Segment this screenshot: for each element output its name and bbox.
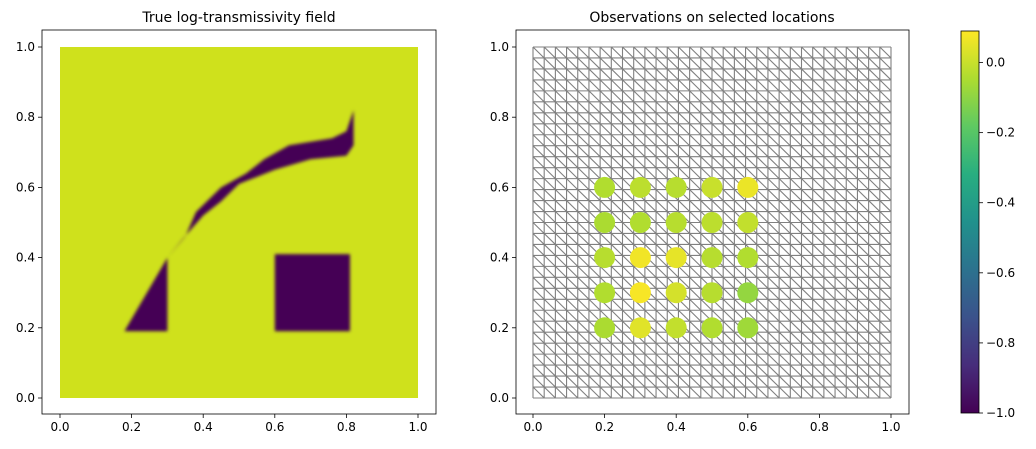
observation-point [701, 317, 723, 339]
right-x-axis: 0.0 0.2 0.4 0.6 0.8 1.0 [523, 414, 901, 434]
observation-point [701, 247, 723, 269]
right-y-tick-label: 1.0 [490, 40, 509, 54]
left-x-tick-label: 0.0 [50, 420, 69, 434]
colorbar-tick-label: −0.8 [986, 336, 1015, 350]
left-panel: True log-transmissivity field 0.0 0.2 0.4 0… [16, 10, 437, 434]
left-x-tick-label: 0.8 [337, 420, 356, 434]
right-x-tick-label: 0.6 [738, 420, 757, 434]
colorbar: 0.0 −0.2 −0.4 −0.6 −0.8 −1.0 [960, 30, 1015, 420]
left-y-tick-label: 1.0 [16, 40, 35, 54]
left-y-tick-label: 0.8 [16, 110, 35, 124]
left-y-axis: 0.0 0.2 0.4 0.6 0.8 1.0 [16, 40, 42, 405]
field-background [60, 47, 418, 398]
right-panel-title: Observations on selected locations [589, 10, 834, 26]
right-y-axis: 0.0 0.2 0.4 0.6 0.8 1.0 [490, 40, 516, 405]
observation-point [629, 247, 651, 269]
observation-point [737, 212, 759, 233]
colorbar-frame [960, 30, 980, 414]
right-y-tick-label: 0.0 [490, 391, 509, 405]
right-y-tick-label: 0.4 [490, 251, 509, 265]
colorbar-tick-label: −1.0 [986, 406, 1015, 420]
colorbar-tick-label: −0.4 [986, 196, 1015, 210]
observation-point [665, 247, 687, 269]
left-x-axis: 0.0 0.2 0.4 0.6 0.8 1.0 [50, 414, 428, 434]
observation-point [737, 317, 759, 339]
observation-point [737, 282, 759, 304]
right-x-tick-label: 0.2 [595, 420, 614, 434]
right-panel: Observations on selected locations 0.0 0.… [490, 10, 910, 434]
colorbar-axis: 0.0 −0.2 −0.4 −0.6 −0.8 −1.0 [979, 56, 1015, 420]
observation-point [737, 176, 759, 198]
observation-point [665, 317, 687, 339]
left-y-tick-label: 0.0 [16, 391, 35, 405]
colorbar-tick-label: 0.0 [986, 56, 1005, 70]
left-panel-title: True log-transmissivity field [141, 10, 335, 26]
colorbar-gradient [961, 31, 979, 413]
right-observation-points [594, 176, 759, 339]
observation-point [629, 176, 651, 198]
right-x-tick-label: 0.0 [523, 420, 542, 434]
observation-point [701, 176, 723, 198]
left-y-tick-label: 0.6 [16, 180, 35, 194]
left-plot-area [60, 47, 418, 398]
observation-point [594, 317, 616, 339]
left-y-tick-label: 0.2 [16, 321, 35, 335]
square-block-region [274, 254, 350, 332]
observation-point [629, 317, 651, 339]
observation-point [629, 282, 651, 304]
colorbar-tick-label: −0.6 [986, 266, 1015, 280]
left-x-tick-label: 1.0 [408, 420, 427, 434]
right-x-tick-label: 0.8 [810, 420, 829, 434]
left-x-tick-label: 0.6 [265, 420, 284, 434]
observation-point [737, 247, 759, 269]
colorbar-tick-label: −0.2 [986, 126, 1015, 140]
right-axes-frame [515, 29, 910, 415]
right-y-tick-label: 0.2 [490, 321, 509, 335]
right-y-tick-label: 0.8 [490, 110, 509, 124]
observation-point [594, 282, 616, 304]
right-x-tick-label: 1.0 [881, 420, 900, 434]
observation-point [665, 212, 687, 233]
left-x-tick-label: 0.2 [122, 420, 141, 434]
left-y-tick-label: 0.4 [16, 251, 35, 265]
left-x-tick-label: 0.4 [194, 420, 213, 434]
observation-point [701, 282, 723, 304]
right-x-tick-label: 0.4 [667, 420, 686, 434]
observation-point [701, 212, 723, 233]
low-value-regions [124, 110, 354, 332]
observation-point [665, 282, 687, 304]
curved-channel-region [124, 110, 354, 332]
observation-point [594, 247, 616, 269]
observation-point [594, 176, 616, 198]
observation-point [665, 176, 687, 198]
observation-point [594, 212, 616, 233]
right-y-tick-label: 0.6 [490, 180, 509, 194]
left-axes-frame [41, 29, 437, 415]
observation-point [629, 212, 651, 233]
